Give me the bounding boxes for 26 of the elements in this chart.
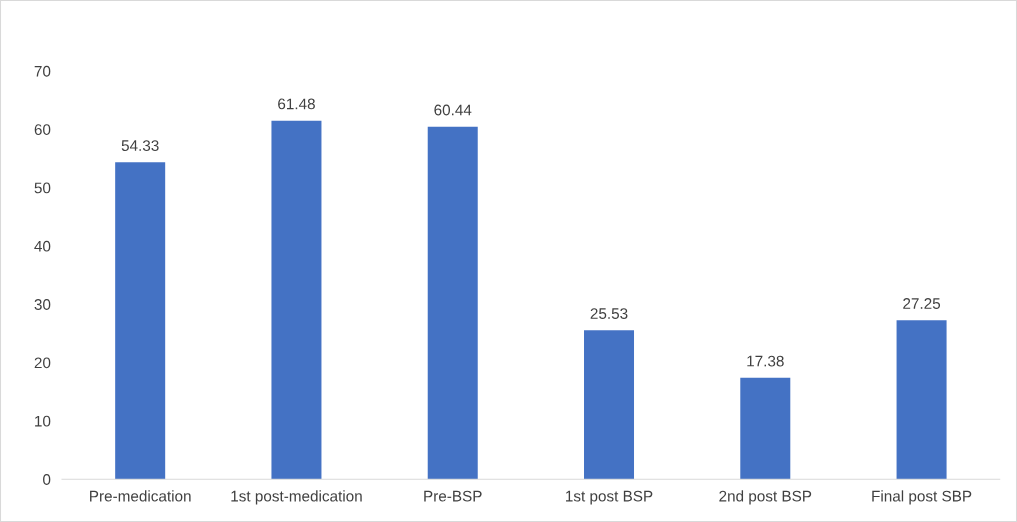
y-tick-label: 20 <box>34 357 51 369</box>
bar <box>427 126 478 480</box>
x-tick-label: Pre-medication <box>90 490 191 502</box>
y-tick-label: 10 <box>35 415 51 427</box>
data-label: 61.48 <box>278 98 315 110</box>
y-tick-label: 60 <box>34 124 51 135</box>
bar <box>896 320 947 480</box>
data-label: 60.44 <box>434 104 472 116</box>
x-tick-label: Pre-BSP <box>424 490 482 502</box>
data-label: 25.53 <box>590 308 628 319</box>
bar <box>115 162 166 480</box>
data-label: 17.38 <box>747 355 784 367</box>
data-label: 54.33 <box>121 140 159 152</box>
x-tick-label: 1st post BSP <box>566 490 653 505</box>
y-tick-label: 30 <box>34 299 51 310</box>
data-label: 27.25 <box>903 298 941 309</box>
y-tick-label: 70 <box>34 65 51 77</box>
x-tick-label: 2nd post BSP <box>719 490 812 505</box>
y-tick-label: 50 <box>34 182 51 194</box>
x-tick-label: 1st post-medication <box>231 490 362 505</box>
bar <box>271 120 322 480</box>
y-tick-label: 0 <box>43 474 51 485</box>
bar <box>740 377 791 480</box>
y-tick-label: 40 <box>34 240 51 252</box>
bar <box>584 330 635 480</box>
x-tick-label: Final post SBP <box>872 490 972 505</box>
